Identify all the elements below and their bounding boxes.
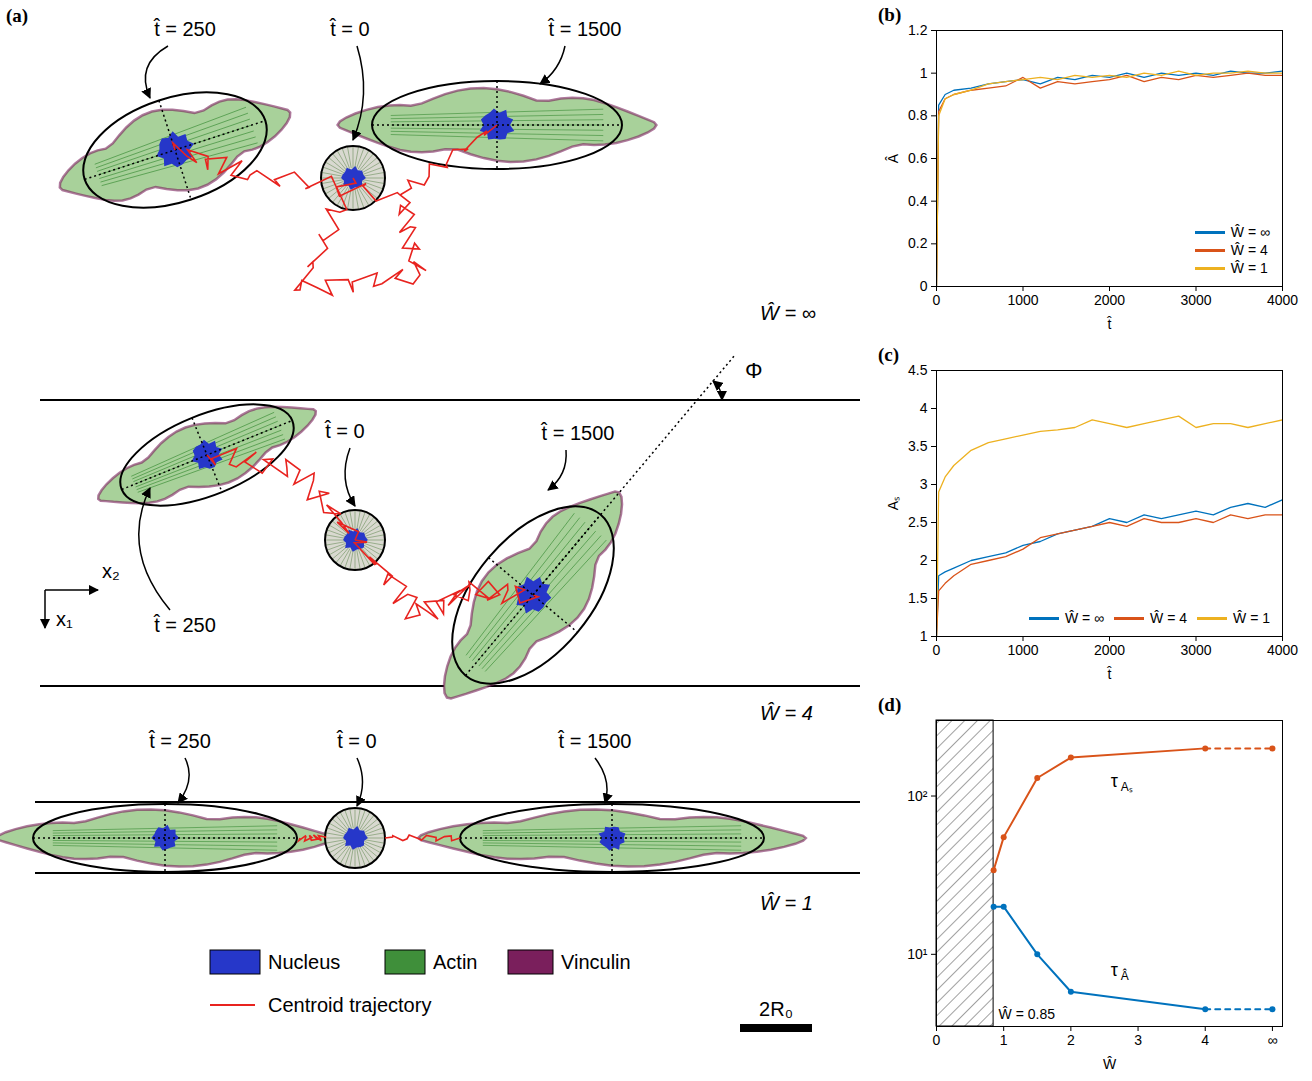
svg-text:10²: 10² [907,788,928,804]
svg-text:(a): (a) [6,5,28,27]
svg-text:0.4: 0.4 [908,193,928,209]
svg-text:Actin: Actin [433,951,477,973]
svg-text:Aₛ: Aₛ [885,497,901,510]
svg-text:Ŵ: Ŵ [1103,1056,1117,1072]
svg-text:t̂ = 250: t̂ = 250 [153,614,216,636]
html-text:Ŵ = 4: Ŵ = 4 [1150,610,1187,626]
svg-text:0: 0 [920,278,928,294]
svg-text:Nucleus: Nucleus [268,951,340,973]
svg-text:3: 3 [920,476,928,492]
html-text:Ŵ = ∞: Ŵ = ∞ [1064,610,1105,626]
svg-text:1: 1 [920,65,928,81]
svg-text:Φ: Φ [745,358,763,383]
svg-text:2: 2 [1067,1032,1075,1048]
html-text:(b): (b) [878,4,902,25]
svg-text:1.2: 1.2 [908,22,928,38]
svg-text:10¹: 10¹ [907,946,928,962]
svg-text:Ŵ = 1: Ŵ = 1 [760,892,813,914]
svg-text:t̂ = 1500: t̂ = 1500 [557,730,631,752]
html-text:Ŵ = 1: Ŵ = 1 [1233,610,1270,626]
svg-text:2000: 2000 [1094,292,1125,308]
svg-text:1000: 1000 [1007,292,1038,308]
svg-text:0.8: 0.8 [908,107,928,123]
svg-text:Â: Â [1121,968,1129,983]
svg-text:τ: τ [1111,960,1118,980]
svg-text:t̂ = 0: t̂ = 0 [336,730,377,752]
svg-text:t̂ = 1500: t̂ = 1500 [547,18,621,40]
svg-text:x₁: x₁ [56,608,73,630]
svg-text:t̂ = 0: t̂ = 0 [324,420,365,442]
svg-text:0: 0 [933,292,941,308]
svg-text:0.2: 0.2 [908,235,928,251]
svg-text:Vinculin: Vinculin [561,951,631,973]
html-text:Ŵ = 1: Ŵ = 1 [1230,260,1268,276]
svg-text:x₂: x₂ [102,560,120,582]
svg-text:2: 2 [920,552,928,568]
svg-text:4: 4 [920,400,928,416]
svg-text:0.6: 0.6 [908,150,928,166]
svg-text:2.5: 2.5 [908,514,928,530]
svg-text:t̂: t̂ [1106,316,1112,332]
svg-text:Aₛ: Aₛ [1121,780,1133,794]
svg-text:3000: 3000 [1180,292,1211,308]
html-text:(d): (d) [878,694,902,715]
svg-text:t̂ = 250: t̂ = 250 [148,730,211,752]
svg-text:3: 3 [1134,1032,1142,1048]
html-text:(c): (c) [878,344,900,365]
html-text:Ŵ = ∞: Ŵ = ∞ [1230,224,1270,240]
svg-text:1.5: 1.5 [908,590,928,606]
svg-text:Ŵ = ∞: Ŵ = ∞ [760,302,816,324]
svg-text:∞: ∞ [1267,1032,1277,1048]
svg-text:t̂ = 0: t̂ = 0 [329,18,370,40]
svg-text:2R₀: 2R₀ [759,998,793,1020]
svg-text:Ŵ = 4: Ŵ = 4 [760,702,813,724]
svg-text:2000: 2000 [1094,642,1125,658]
svg-text:Centroid trajectory: Centroid trajectory [268,994,431,1016]
svg-text:3.5: 3.5 [908,438,928,454]
svg-text:0: 0 [933,1032,941,1048]
svg-text:4.5: 4.5 [908,362,928,378]
svg-text:1: 1 [920,628,928,644]
svg-text:t̂: t̂ [1106,666,1112,682]
svg-text:τ: τ [1111,771,1118,791]
svg-text:1000: 1000 [1007,642,1038,658]
svg-text:3000: 3000 [1180,642,1211,658]
svg-text:Ŵ = 0.85: Ŵ = 0.85 [999,1006,1056,1022]
svg-text:4000: 4000 [1267,292,1298,308]
svg-text:t̂ = 250: t̂ = 250 [153,18,216,40]
svg-text:4: 4 [1201,1032,1209,1048]
html-text:Ŵ = 4: Ŵ = 4 [1230,242,1268,258]
svg-text:t̂ = 1500: t̂ = 1500 [540,422,614,444]
svg-text:4000: 4000 [1267,642,1298,658]
svg-text:0: 0 [933,642,941,658]
svg-text:Â: Â [885,153,901,163]
svg-text:1: 1 [1000,1032,1008,1048]
